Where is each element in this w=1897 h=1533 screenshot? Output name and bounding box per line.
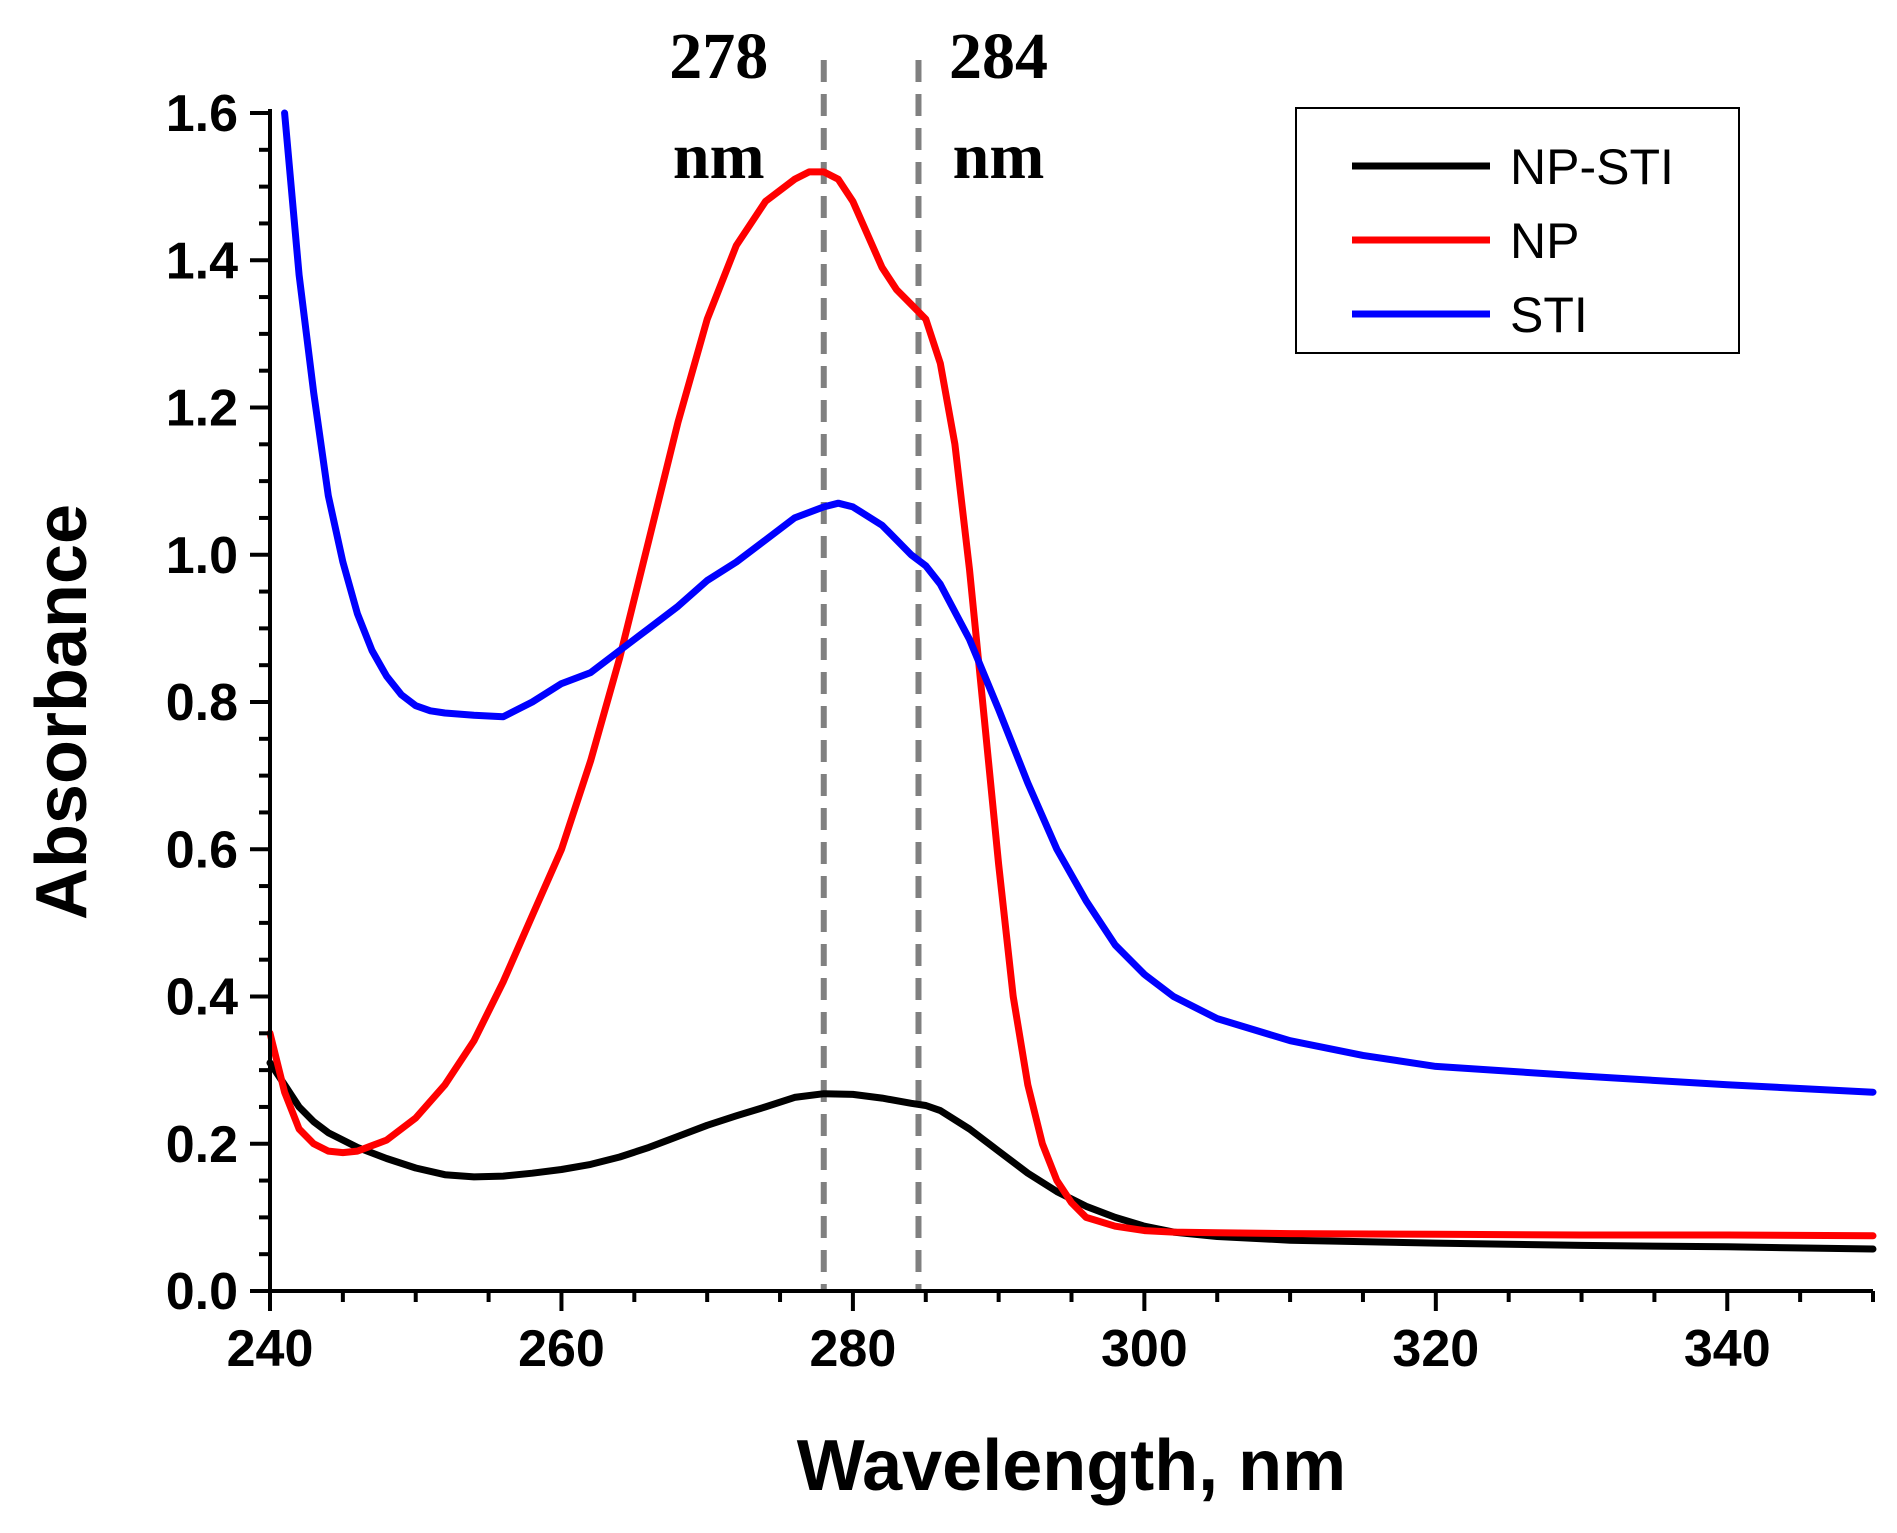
x-tick-label: 260 <box>518 1320 605 1378</box>
y-tick-label: 0.4 <box>166 969 238 1027</box>
legend-label-sti: STI <box>1510 287 1588 343</box>
annotation-value-284: 284 <box>949 20 1048 93</box>
legend-label-np: NP <box>1510 213 1579 269</box>
series-line-np-sti <box>266 1059 1877 1253</box>
x-tick-label: 280 <box>810 1320 897 1378</box>
legend: NP-STI NP STI <box>1295 107 1740 354</box>
annotation-unit-278: nm <box>673 120 765 193</box>
annotation-value-278: 278 <box>669 20 768 93</box>
x-tick-label: 340 <box>1684 1320 1771 1378</box>
series-layer <box>266 109 1877 1253</box>
y-tick-label: 0.8 <box>166 674 238 732</box>
annotation-unit-284: nm <box>953 120 1045 193</box>
y-tick-label: 0.0 <box>166 1263 238 1321</box>
x-tick-label: 240 <box>227 1320 314 1378</box>
x-tick-label: 300 <box>1101 1320 1188 1378</box>
y-tick-label: 0.6 <box>166 821 238 879</box>
y-axis-title: Absorbance <box>22 504 102 920</box>
y-tick-label: 1.0 <box>166 527 238 585</box>
y-tick-label: 1.4 <box>166 232 238 290</box>
x-axis-title: Wavelength, nm <box>797 1426 1346 1506</box>
legend-label-np-sti: NP-STI <box>1510 139 1674 195</box>
series-line-sti <box>281 109 1877 1096</box>
series-line-np <box>266 168 1877 1240</box>
y-tick-label: 1.2 <box>166 380 238 438</box>
axes: 240 260 280 300 320 340 0.0 0.2 0.4 0.6 0.8 1.0 1.2 1… <box>166 85 1875 1378</box>
reference-lines <box>820 60 922 1291</box>
x-tick-label: 320 <box>1392 1320 1479 1378</box>
annotations: 278 nm 284 nm <box>669 20 1048 193</box>
y-tick-label: 1.6 <box>166 85 238 143</box>
y-tick-label: 0.2 <box>166 1116 238 1174</box>
